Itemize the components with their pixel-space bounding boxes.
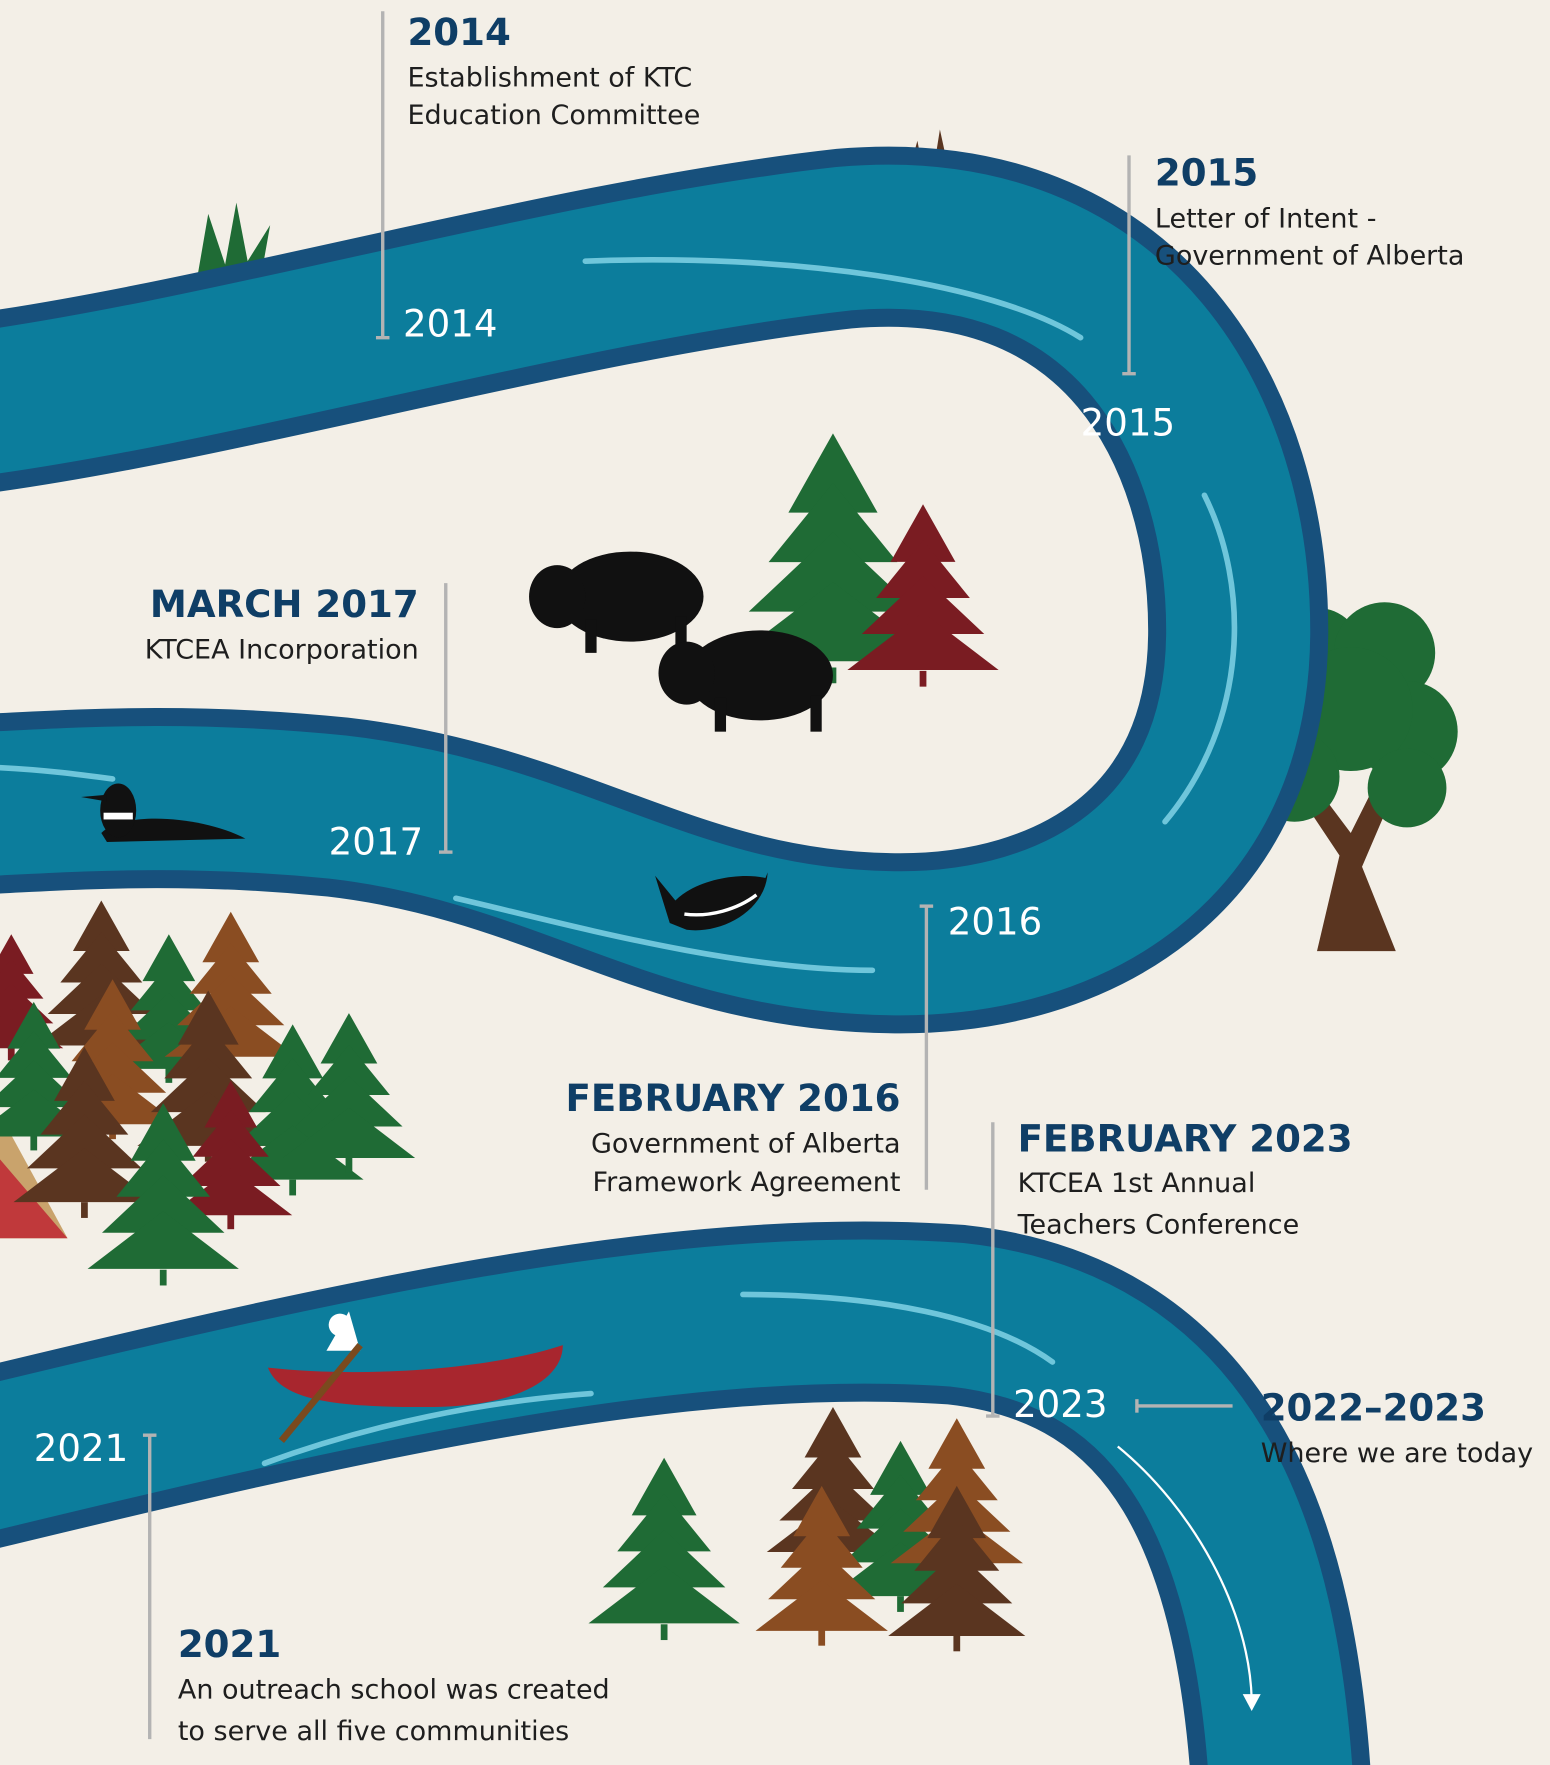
trunk	[346, 1157, 353, 1173]
trunk	[920, 671, 927, 687]
milestone-text: An outreach school was created	[178, 1675, 610, 1706]
tree-canopy	[1368, 749, 1447, 828]
river-year: 2021	[34, 1427, 128, 1470]
trunk	[661, 1624, 668, 1640]
milestone-text: Government of Alberta	[1155, 241, 1465, 272]
milestone-date: FEBRUARY 2016	[565, 1077, 900, 1120]
trunk	[160, 1270, 167, 1286]
timeline-infographic: 2014 Establishment of KTC Education Comm…	[0, 0, 1550, 1765]
trunk	[953, 1636, 960, 1652]
river-year: 2016	[948, 900, 1042, 943]
trunk	[818, 1630, 825, 1646]
milestone-text: Teachers Conference	[1017, 1210, 1300, 1241]
milestone-date: 2022–2023	[1261, 1387, 1486, 1430]
river-year: 2014	[403, 303, 497, 346]
milestone-text: Where we are today	[1261, 1438, 1533, 1469]
milestone-text: Government of Alberta	[591, 1129, 901, 1160]
milestone-date: 2014	[407, 11, 510, 54]
river-year: 2017	[329, 820, 423, 863]
trunk	[227, 1213, 234, 1229]
river-year: 2023	[1013, 1383, 1107, 1426]
trunk	[289, 1180, 296, 1196]
milestone-date: 2021	[178, 1623, 281, 1666]
milestone-date: 2015	[1155, 152, 1258, 195]
milestone-date: FEBRUARY 2023	[1018, 1118, 1353, 1161]
milestone-text: to serve all five communities	[178, 1716, 569, 1747]
milestone-text: Framework Agreement	[593, 1167, 901, 1198]
milestone-text: KTCEA Incorporation	[145, 634, 419, 665]
milestone-text: Letter of Intent -	[1155, 203, 1377, 234]
river-year: 2015	[1081, 402, 1175, 445]
milestone-text: Education Committee	[407, 100, 700, 131]
trunk	[897, 1596, 904, 1612]
milestone-text: KTCEA 1st Annual	[1018, 1168, 1256, 1199]
milestone-text: Establishment of KTC	[407, 63, 692, 94]
trunk	[81, 1202, 88, 1218]
trunk	[30, 1135, 37, 1151]
milestone-date: MARCH 2017	[150, 583, 419, 626]
